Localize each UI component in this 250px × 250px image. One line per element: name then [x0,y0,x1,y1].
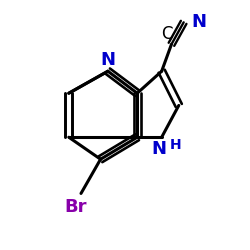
Text: N: N [100,51,116,69]
Text: N: N [191,13,206,31]
Text: N: N [152,140,167,158]
Text: H: H [169,138,181,152]
Text: C: C [161,25,172,43]
Text: Br: Br [65,198,87,216]
